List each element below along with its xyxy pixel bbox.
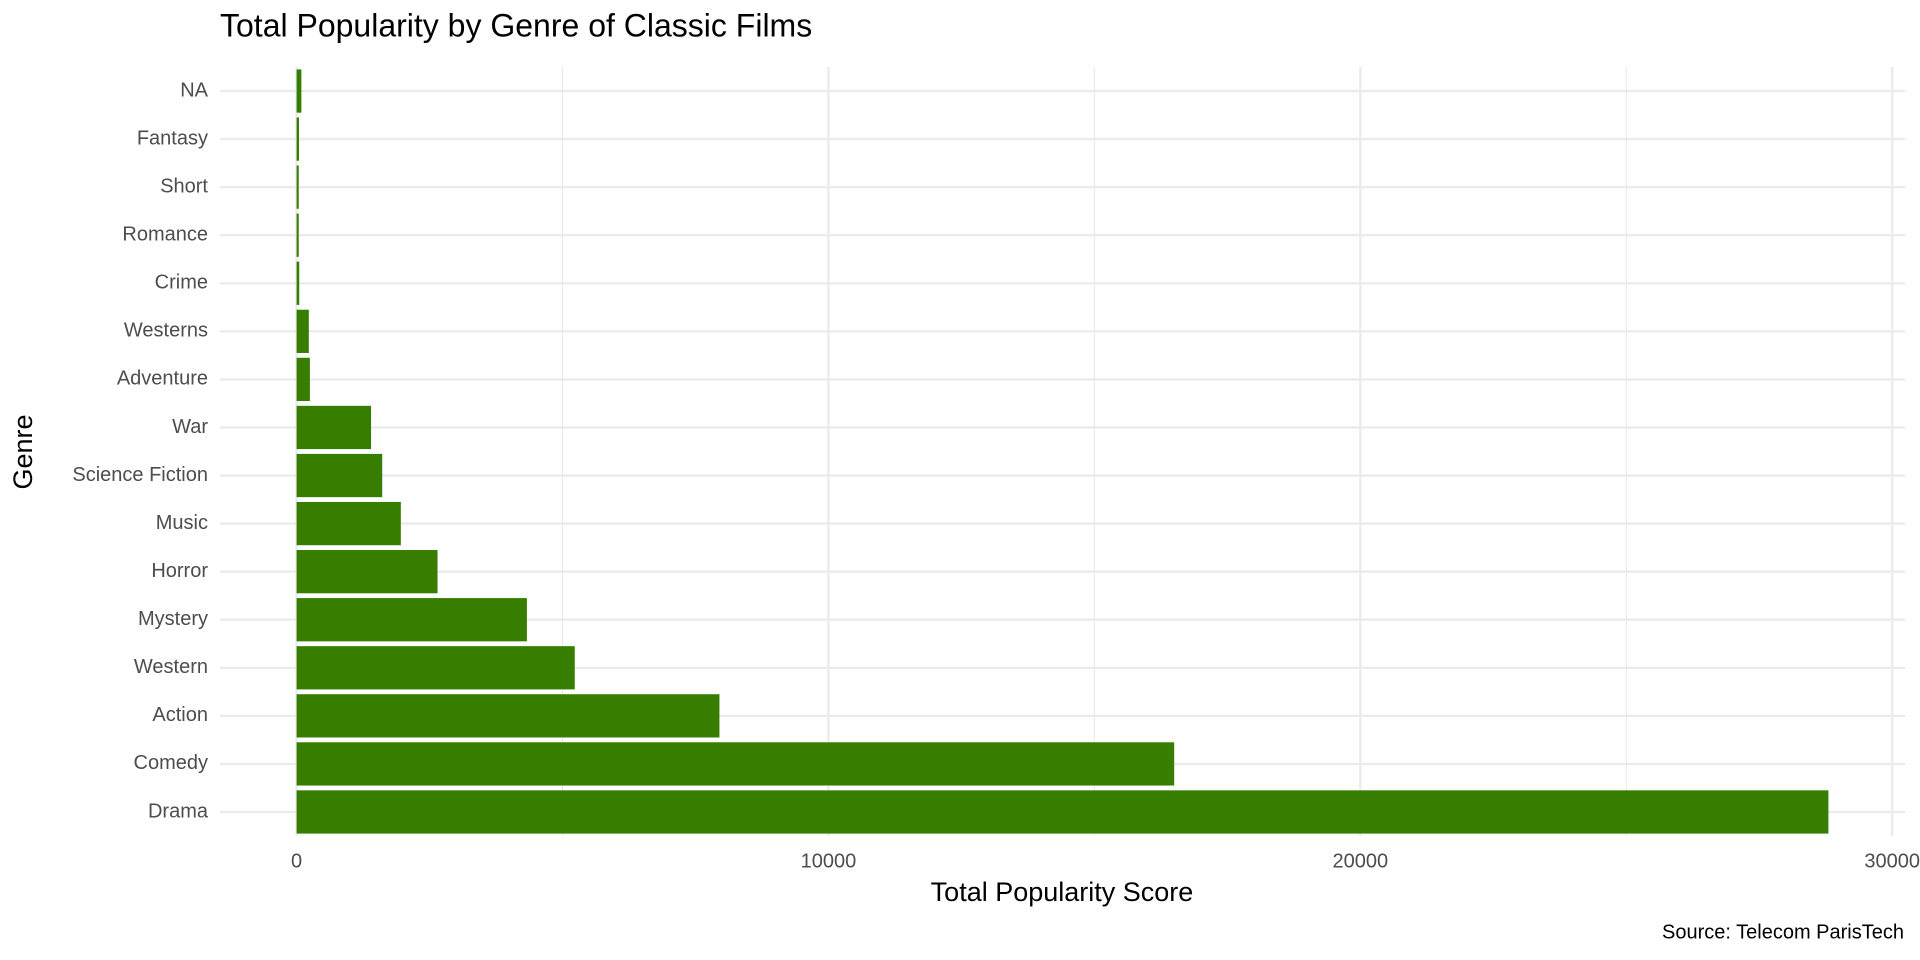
bar (296, 165, 299, 209)
y-axis-title: Genre (8, 414, 38, 489)
y-tick-label: Fantasy (137, 127, 208, 149)
bar (296, 453, 383, 498)
y-tick-label: Mystery (138, 608, 208, 630)
bar (296, 405, 372, 450)
chart-title: Total Popularity by Genre of Classic Fil… (220, 7, 812, 43)
bar (296, 69, 302, 113)
y-tick-label: Drama (148, 800, 209, 822)
x-tick-label: 0 (291, 850, 302, 872)
bar (296, 694, 720, 738)
y-tick-label: Crime (155, 272, 208, 294)
y-tick-label: Adventure (117, 368, 208, 390)
caption: Source: Telecom ParisTech (1662, 921, 1904, 943)
y-tick-label: NA (180, 79, 208, 101)
bar (296, 598, 527, 642)
y-tick-label: Action (152, 704, 208, 726)
bar (296, 261, 300, 305)
y-tick-label: Western (134, 656, 208, 678)
y-tick-label: Romance (122, 224, 208, 246)
bar (296, 501, 401, 546)
bar (296, 742, 1175, 786)
bar (296, 213, 299, 257)
x-axis-title: Total Popularity Score (931, 877, 1194, 907)
bar (296, 309, 309, 353)
y-tick-label: Westerns (124, 320, 208, 342)
y-tick-label: Short (160, 175, 208, 197)
bar (296, 357, 310, 402)
y-tick-label: Science Fiction (72, 464, 208, 486)
y-tick-label: Comedy (134, 752, 208, 774)
y-tick-label: Horror (151, 560, 208, 582)
x-tick-label: 20000 (1333, 850, 1389, 872)
x-tick-label: 10000 (801, 850, 857, 872)
bar (296, 117, 299, 161)
y-tick-label: War (172, 416, 208, 438)
bar (296, 646, 575, 690)
x-tick-label: 30000 (1864, 850, 1920, 872)
bar (296, 790, 1829, 834)
y-tick-label: Music (156, 512, 208, 534)
bar (296, 550, 438, 594)
